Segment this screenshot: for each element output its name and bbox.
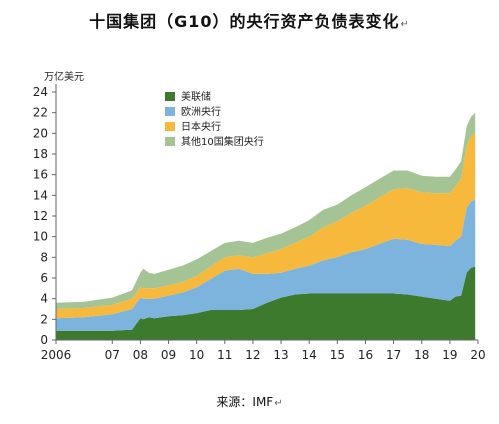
legend-swatch (165, 92, 175, 101)
paragraph-mark-icon: ↵ (400, 19, 410, 30)
x-tick-label: 14 (302, 348, 317, 362)
y-tick-label: 2 (40, 312, 48, 326)
x-tick-label: 07 (105, 348, 120, 362)
source-text: 来源：IMF (216, 395, 274, 409)
legend-swatch (165, 122, 175, 131)
legend-swatch (165, 107, 175, 116)
y-tick-label: 18 (33, 147, 48, 161)
area-series-2 (56, 199, 476, 331)
x-tick-label: 09 (161, 348, 176, 362)
y-tick-label: 20 (33, 126, 48, 140)
paragraph-mark-icon: ↵ (274, 398, 283, 409)
area-layers (56, 112, 476, 340)
y-tick-label: 22 (33, 106, 48, 120)
y-tick-label: 0 (40, 333, 48, 347)
legend-label: 其他10国集团央行 (181, 135, 264, 148)
x-tick-label: 11 (217, 348, 232, 362)
y-tick-label: 24 (33, 85, 48, 99)
chart-title-text: 十国集团（G10）的央行资产负债表变化 (89, 12, 400, 31)
y-tick-label: 12 (33, 209, 48, 223)
legend-label: 美联储 (181, 90, 211, 103)
x-tick-label: 10 (189, 348, 204, 362)
x-tick-label: 19 (442, 348, 457, 362)
x-tick-label: 08 (133, 348, 148, 362)
x-tick-label: 18 (414, 348, 429, 362)
x-tick-label: 17 (386, 348, 401, 362)
y-axis-unit-label: 万亿美元 (44, 72, 84, 83)
x-tick-label: 2006 (41, 348, 72, 362)
x-tick-label: 12 (245, 348, 260, 362)
area-series-3 (56, 133, 476, 319)
x-tick-label: 13 (273, 348, 288, 362)
legend-swatch (165, 137, 175, 146)
y-tick-label: 14 (33, 188, 48, 202)
x-tick-label: 15 (330, 348, 345, 362)
y-tick-label: 10 (33, 230, 48, 244)
y-tick-label: 6 (40, 271, 48, 285)
chart-title: 十国集团（G10）的央行资产负债表变化↵ (0, 8, 499, 32)
source-note: 来源：IMF↵ (0, 393, 499, 410)
y-tick-label: 8 (40, 250, 48, 264)
legend-label: 日本央行 (181, 120, 221, 133)
area-series-1 (56, 266, 476, 340)
y-tick-label: 16 (33, 168, 48, 182)
legend-label: 欧洲央行 (181, 105, 221, 118)
x-tick-label: 20 (470, 348, 485, 362)
x-tick-label: 16 (358, 348, 373, 362)
y-tick-label: 4 (40, 292, 48, 306)
